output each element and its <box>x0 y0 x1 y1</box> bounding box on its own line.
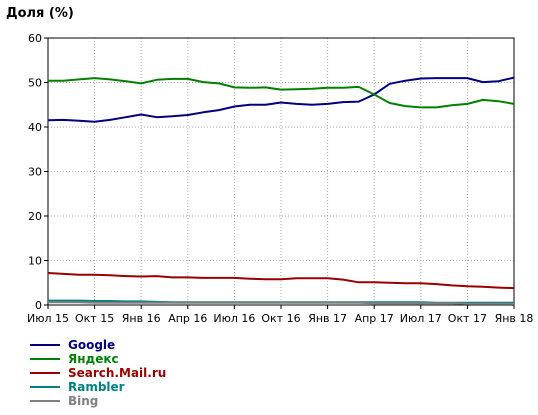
x-tick-label: Окт 15 <box>75 312 114 325</box>
legend-swatch <box>30 372 60 374</box>
x-tick-label: Окт 17 <box>448 312 487 325</box>
series-line-search-mail-ru <box>47 272 515 290</box>
y-tick-label: 50 <box>28 77 42 90</box>
legend-label: Яндекс <box>68 352 119 366</box>
legend-item: Google <box>30 338 166 352</box>
y-tick-label: 40 <box>28 121 42 134</box>
x-tick-label: Апр 17 <box>355 312 394 325</box>
legend-swatch <box>30 386 60 388</box>
x-tick-label: Окт 16 <box>261 312 300 325</box>
y-tick-label: 60 <box>28 32 42 45</box>
legend-swatch <box>30 344 60 346</box>
legend-swatch <box>30 400 60 402</box>
x-tick-label: Янв 17 <box>308 312 347 325</box>
legend-label: Search.Mail.ru <box>68 366 167 380</box>
x-tick-label: Июл 16 <box>213 312 255 325</box>
legend-label: Google <box>68 338 116 352</box>
plot-frame <box>47 37 515 306</box>
legend-item: Rambler <box>30 380 166 394</box>
y-tick-label: 10 <box>28 255 42 268</box>
legend-item: Search.Mail.ru <box>30 366 166 380</box>
legend-swatch <box>30 358 60 360</box>
legend: Google Яндекс Search.Mail.ru Rambler Bing <box>30 338 166 408</box>
y-tick-label: 20 <box>28 210 42 223</box>
legend-label: Rambler <box>68 380 125 394</box>
x-tick-label: Июл 15 <box>27 312 69 325</box>
y-tick-label: 0 <box>35 299 42 312</box>
series-line-google <box>47 76 515 123</box>
axis-layer: 0 10 20 30 40 50 60 Июл 15 Окт 15 Янв 16 Апр 16 Июл… <box>27 32 533 325</box>
legend-item: Яндекс <box>30 352 166 366</box>
chart-title: Доля (%) <box>6 6 74 21</box>
legend-item: Bing <box>30 394 166 408</box>
x-tick-label: Янв 16 <box>122 312 161 325</box>
legend-label: Bing <box>68 394 99 408</box>
x-tick-label: Янв 18 <box>495 312 534 325</box>
series-line-яндекс <box>48 77 515 109</box>
series-layer <box>47 76 515 305</box>
series-line-bing <box>48 301 514 305</box>
x-tick-label: Апр 16 <box>168 312 207 325</box>
y-tick-label: 30 <box>28 166 42 179</box>
x-tick-label: Июл 17 <box>400 312 442 325</box>
